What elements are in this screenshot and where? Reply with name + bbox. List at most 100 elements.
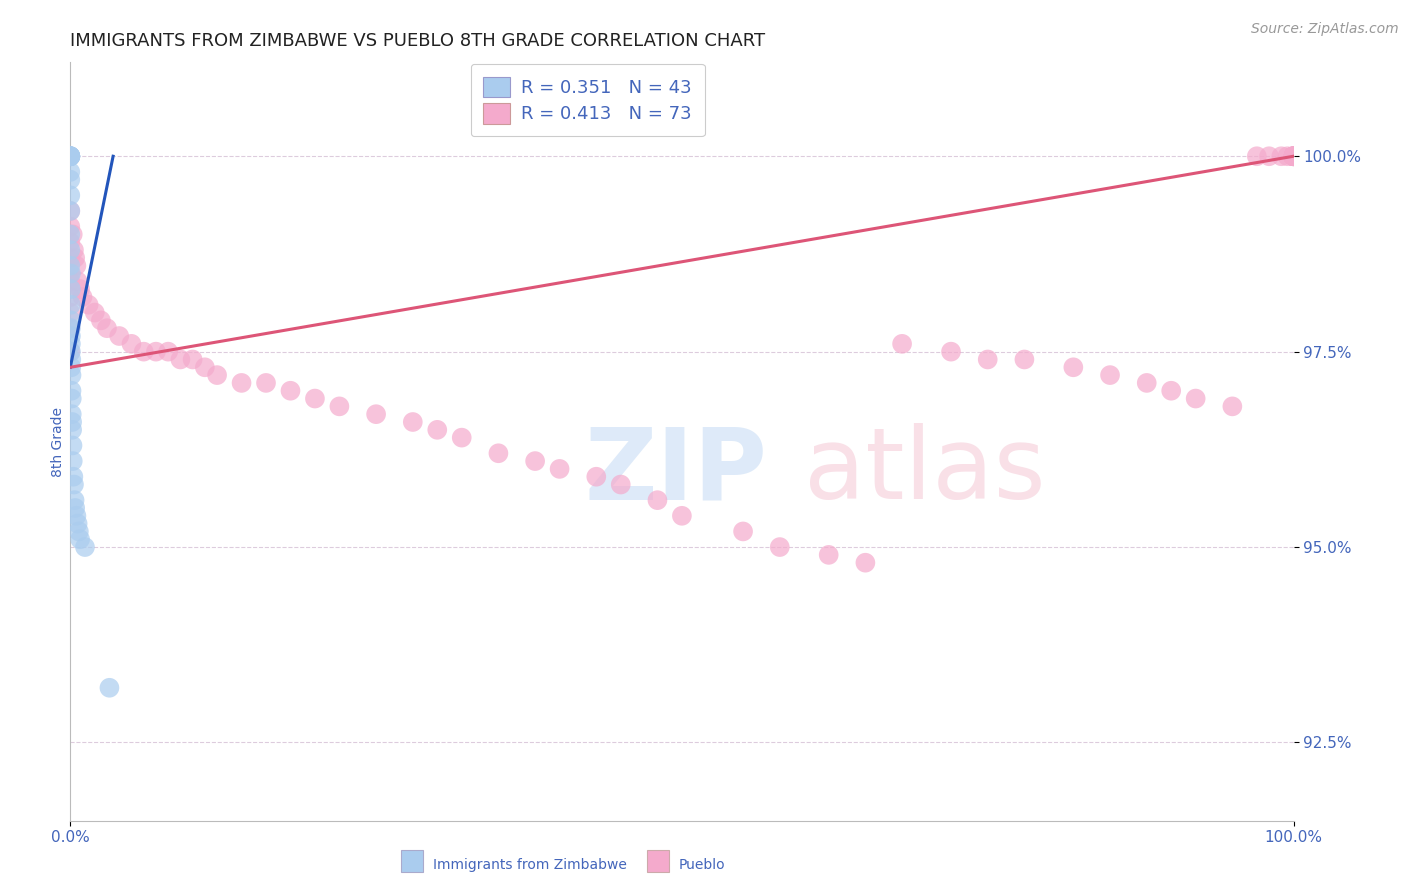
Point	[426, 423, 449, 437]
Point	[60, 384, 83, 398]
Point	[63, 477, 86, 491]
Point	[63, 251, 86, 265]
Point	[585, 469, 607, 483]
Point	[63, 500, 86, 515]
Point	[450, 431, 472, 445]
Point	[73, 540, 96, 554]
Point	[59, 329, 82, 343]
Point	[733, 524, 755, 539]
Point	[59, 149, 82, 163]
Point	[67, 524, 90, 539]
Point	[59, 336, 82, 351]
Text: ZIP: ZIP	[583, 424, 766, 520]
Point	[59, 235, 82, 250]
Point	[1136, 376, 1159, 390]
Point	[65, 508, 87, 523]
Point	[59, 282, 82, 296]
Point	[63, 243, 86, 257]
Point	[83, 305, 105, 319]
Point	[59, 172, 82, 186]
Point	[1220, 400, 1243, 414]
Point	[231, 376, 253, 390]
Point	[59, 149, 82, 163]
Point	[69, 282, 91, 296]
Point	[59, 188, 82, 202]
Point	[59, 313, 82, 327]
Point	[60, 360, 83, 375]
Point	[62, 454, 84, 468]
Point	[98, 681, 121, 695]
Point	[1282, 149, 1305, 163]
Point	[69, 533, 91, 547]
Point	[59, 165, 82, 179]
Point	[77, 298, 100, 312]
Point	[488, 446, 510, 460]
Point	[59, 251, 82, 265]
Point	[132, 344, 155, 359]
Point	[121, 336, 143, 351]
Point	[62, 438, 84, 452]
Point	[59, 344, 82, 359]
Point	[1282, 149, 1305, 163]
Point	[59, 267, 82, 281]
Point	[1160, 384, 1182, 398]
Text: Pueblo: Pueblo	[679, 858, 725, 872]
Point	[1282, 149, 1305, 163]
Point	[205, 368, 228, 383]
Point	[1282, 149, 1305, 163]
Point	[610, 477, 633, 491]
Point	[1014, 352, 1036, 367]
Point	[60, 407, 83, 421]
Point	[1062, 360, 1084, 375]
Point	[59, 149, 82, 163]
Point	[1282, 149, 1305, 163]
Point	[66, 516, 89, 531]
Point	[62, 469, 84, 483]
Point	[181, 352, 204, 367]
Point	[59, 259, 82, 273]
Point	[59, 149, 82, 163]
Point	[402, 415, 425, 429]
Point	[157, 344, 180, 359]
Point	[304, 392, 326, 406]
Point	[817, 548, 839, 562]
Point	[524, 454, 547, 468]
Text: Source: ZipAtlas.com: Source: ZipAtlas.com	[1251, 22, 1399, 37]
Point	[59, 305, 82, 319]
Point	[855, 556, 877, 570]
Point	[169, 352, 191, 367]
Point	[976, 352, 998, 367]
Point	[59, 321, 82, 335]
Point	[280, 384, 302, 398]
Point	[548, 462, 571, 476]
Point	[59, 149, 82, 163]
Point	[1184, 392, 1206, 406]
Legend: R = 0.351   N = 43, R = 0.413   N = 73: R = 0.351 N = 43, R = 0.413 N = 73	[471, 64, 704, 136]
Point	[366, 407, 388, 421]
Point	[891, 336, 914, 351]
Point	[62, 227, 84, 242]
Point	[254, 376, 277, 390]
Point	[59, 290, 82, 304]
Point	[63, 493, 86, 508]
Point	[59, 298, 82, 312]
Text: IMMIGRANTS FROM ZIMBABWE VS PUEBLO 8TH GRADE CORRELATION CHART: IMMIGRANTS FROM ZIMBABWE VS PUEBLO 8TH G…	[70, 32, 765, 50]
Point	[1099, 368, 1122, 383]
Point	[1282, 149, 1305, 163]
Point	[59, 267, 82, 281]
Point	[59, 149, 82, 163]
Text: atlas: atlas	[804, 424, 1046, 520]
Point	[59, 203, 82, 218]
Point	[59, 274, 82, 288]
Point	[671, 508, 693, 523]
Point	[65, 259, 87, 273]
Point	[939, 344, 962, 359]
Point	[72, 290, 94, 304]
Point	[59, 149, 82, 163]
Point	[108, 329, 131, 343]
Text: Immigrants from Zimbabwe: Immigrants from Zimbabwe	[433, 858, 627, 872]
Point	[59, 344, 82, 359]
Y-axis label: 8th Grade: 8th Grade	[51, 407, 65, 476]
Point	[194, 360, 217, 375]
Point	[59, 321, 82, 335]
